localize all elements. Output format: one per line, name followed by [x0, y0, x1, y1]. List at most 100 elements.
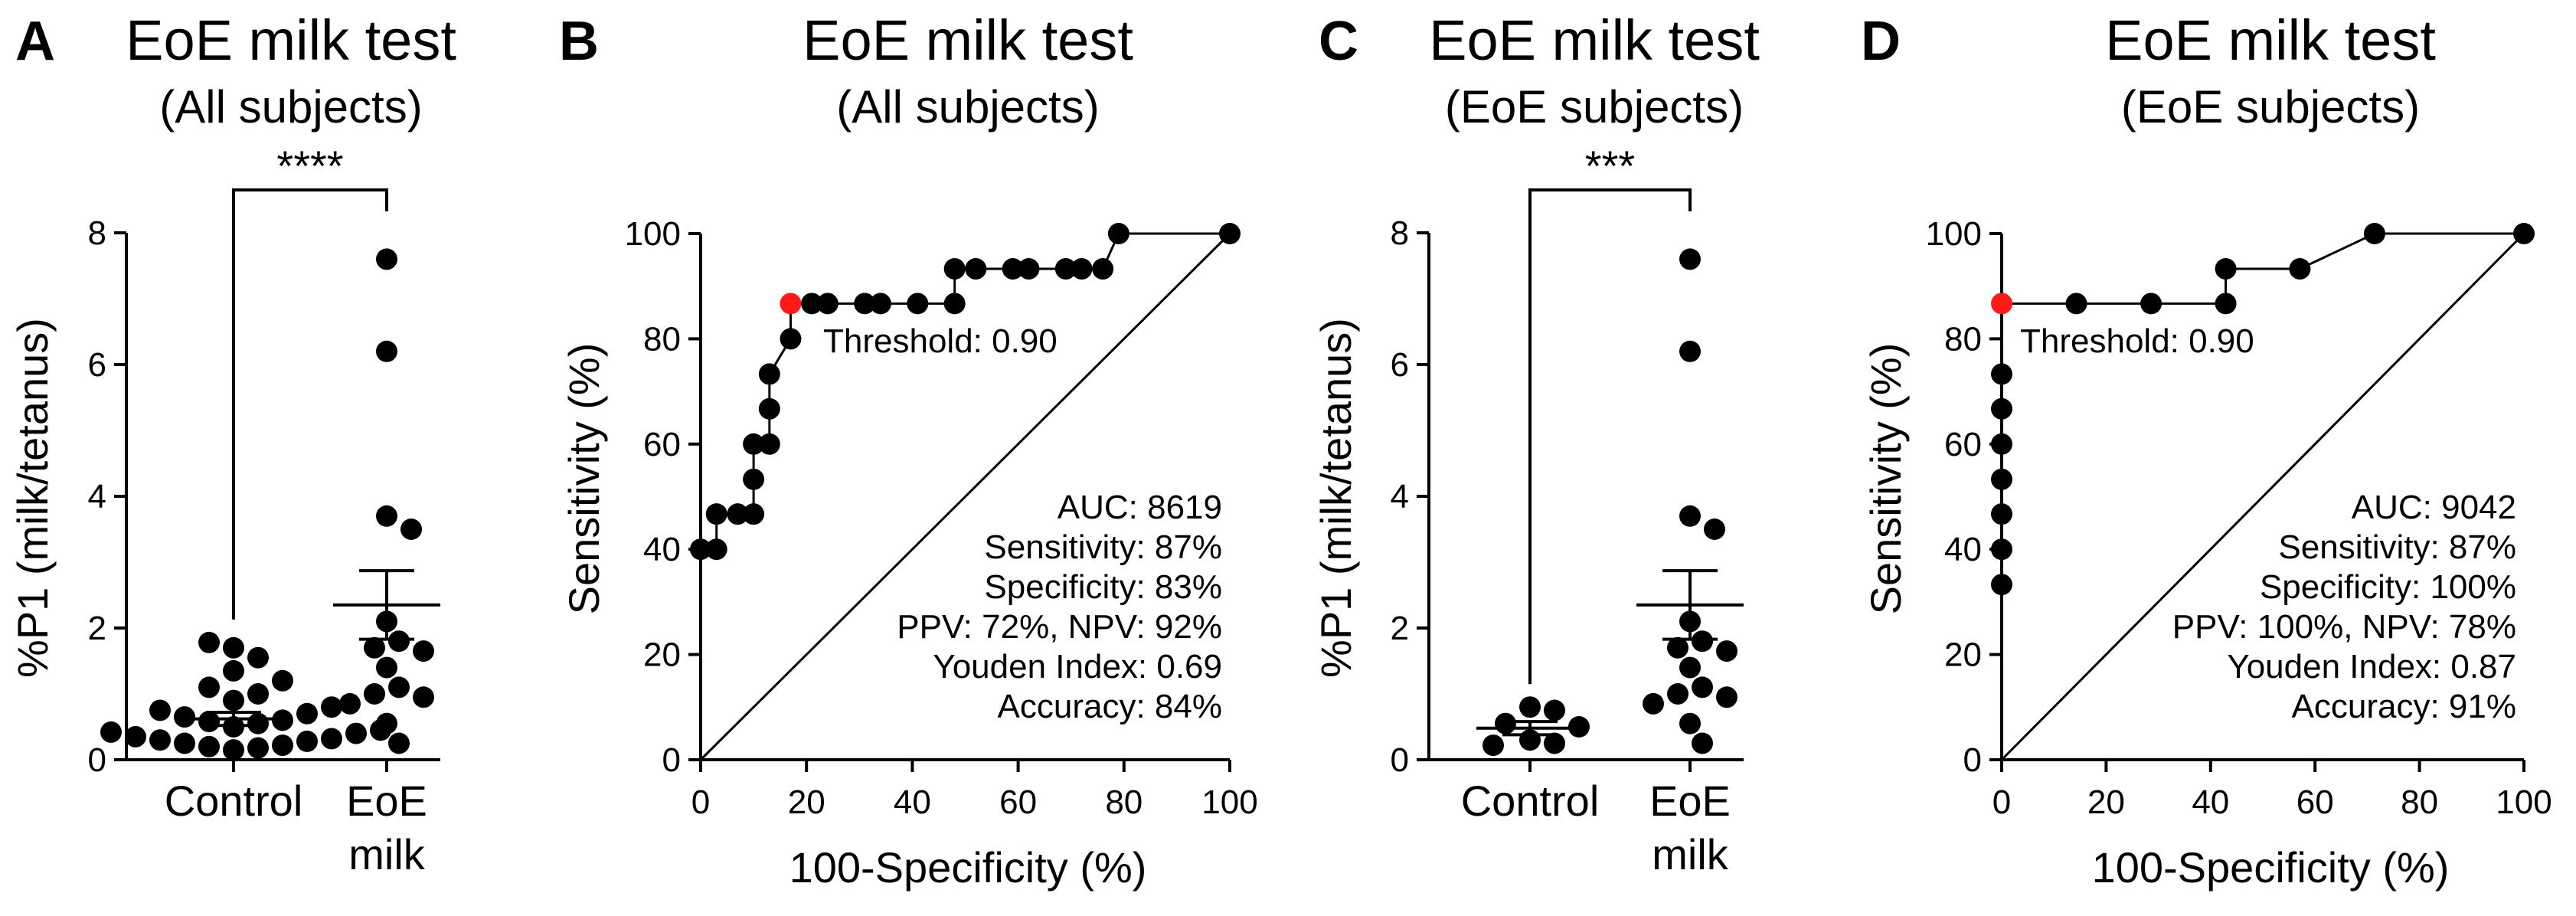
- roc-point: [1991, 503, 2012, 525]
- threshold-point: [780, 293, 802, 315]
- stats-line: Accuracy: 91%: [2292, 688, 2516, 725]
- panel-letter: D: [1861, 11, 1901, 72]
- data-point: [198, 735, 220, 757]
- data-point: [1679, 248, 1701, 270]
- y-tick-label: 6: [1391, 346, 1409, 384]
- roc-point: [1071, 258, 1093, 280]
- data-point: [1704, 519, 1725, 540]
- chart-subtitle: (EoE subjects): [1445, 81, 1744, 132]
- data-point: [413, 640, 434, 662]
- roc-point: [816, 293, 839, 315]
- roc-point: [743, 468, 765, 490]
- data-point: [1692, 630, 1713, 653]
- data-point: [1679, 340, 1701, 362]
- stats-line: Youden Index: 0.87: [2227, 648, 2516, 685]
- significance-stars: ****: [276, 142, 343, 190]
- y-tick-label: 4: [1391, 478, 1409, 515]
- data-point: [1544, 699, 1565, 721]
- data-point: [198, 711, 220, 733]
- significance-bracket: [1528, 188, 1692, 685]
- y-tick-label: 0: [1963, 741, 1982, 779]
- roc-point: [2289, 258, 2311, 280]
- data-point: [223, 659, 244, 682]
- panel-a: A EoE milk test (All subjects) %P1 (milk…: [8, 8, 456, 878]
- reference-line: [699, 232, 1231, 761]
- data-point: [174, 706, 195, 728]
- y-tick-label: 8: [88, 214, 106, 252]
- chart-title: EoE milk test: [803, 8, 1133, 72]
- significance-bracket: [232, 188, 388, 620]
- roc-point: [2215, 258, 2237, 280]
- data-point: [1643, 692, 1664, 715]
- data-point: [364, 636, 385, 659]
- data-point: [388, 630, 410, 653]
- data-point: [388, 732, 410, 754]
- data-point: [272, 669, 293, 692]
- roc-point: [1991, 363, 2012, 385]
- x-tick-label: 60: [999, 784, 1037, 821]
- data-point: [1692, 676, 1713, 698]
- roc-point: [1002, 258, 1024, 280]
- data-point: [1716, 640, 1737, 662]
- panel-letter: B: [559, 11, 599, 72]
- data-point: [376, 505, 397, 527]
- roc-point: [690, 538, 711, 561]
- category-label: EoE: [1649, 777, 1731, 825]
- y-tick-label: 40: [1944, 531, 1982, 568]
- x-tick-label: 40: [2192, 784, 2229, 821]
- roc-point: [743, 503, 765, 525]
- x-tick-label: 40: [894, 784, 931, 821]
- data-point: [321, 728, 342, 750]
- stats-line: Specificity: 100%: [2260, 568, 2516, 606]
- stats-line: Specificity: 83%: [984, 568, 1222, 606]
- roc-point: [854, 293, 876, 315]
- roc-point: [2140, 293, 2162, 315]
- data-point: [296, 730, 318, 752]
- chart-title: EoE milk test: [126, 8, 456, 72]
- data-point: [345, 722, 367, 744]
- roc-point: [1018, 258, 1040, 280]
- x-tick-label: 80: [2401, 784, 2438, 821]
- roc-point: [869, 293, 891, 315]
- chart-subtitle: (EoE subjects): [2121, 81, 2420, 132]
- data-point: [1667, 683, 1688, 705]
- y-tick-label: 20: [1944, 636, 1982, 674]
- y-tick-label: 4: [88, 478, 106, 515]
- data-point: [223, 739, 244, 761]
- chart-title: EoE milk test: [1429, 8, 1760, 72]
- reference-line: [2000, 232, 2525, 761]
- stats-line: PPV: 72%, NPV: 92%: [897, 608, 1222, 646]
- data-point: [296, 702, 318, 725]
- roc-point: [1107, 223, 1129, 244]
- data-point: [149, 729, 171, 751]
- y-axis-label: Sensitivity (%): [1862, 343, 1910, 615]
- y-tick-label: 60: [1944, 426, 1982, 463]
- significance-stars: ***: [1585, 142, 1635, 190]
- category-label: EoE: [346, 777, 427, 825]
- x-axis-label: 100-Specificity (%): [2092, 843, 2450, 891]
- roc-point: [943, 293, 966, 315]
- x-tick-label: 20: [2087, 784, 2125, 821]
- category-label: milk: [348, 830, 426, 878]
- data-point: [1692, 732, 1713, 754]
- category-label: milk: [1652, 830, 1729, 878]
- y-axis-label: Sensitivity (%): [560, 343, 608, 615]
- roc-point: [801, 293, 823, 315]
- data-point: [376, 712, 397, 734]
- roc-point: [743, 433, 765, 455]
- roc-point: [727, 503, 749, 525]
- y-tick-label: 2: [1391, 610, 1409, 647]
- roc-point: [758, 363, 780, 385]
- x-tick-label: 60: [2296, 784, 2334, 821]
- data-point: [125, 725, 146, 748]
- data-point: [1544, 732, 1565, 754]
- data-point: [388, 676, 410, 698]
- threshold-label: Threshold: 0.90: [2020, 322, 2254, 360]
- roc-point: [943, 258, 966, 280]
- stats-line: Youden Index: 0.69: [933, 648, 1222, 685]
- y-tick-label: 8: [1391, 214, 1409, 252]
- y-axis-label: %P1 (milk/tetanus): [8, 318, 57, 678]
- category-label: Control: [165, 777, 303, 825]
- y-tick-label: 60: [643, 426, 681, 463]
